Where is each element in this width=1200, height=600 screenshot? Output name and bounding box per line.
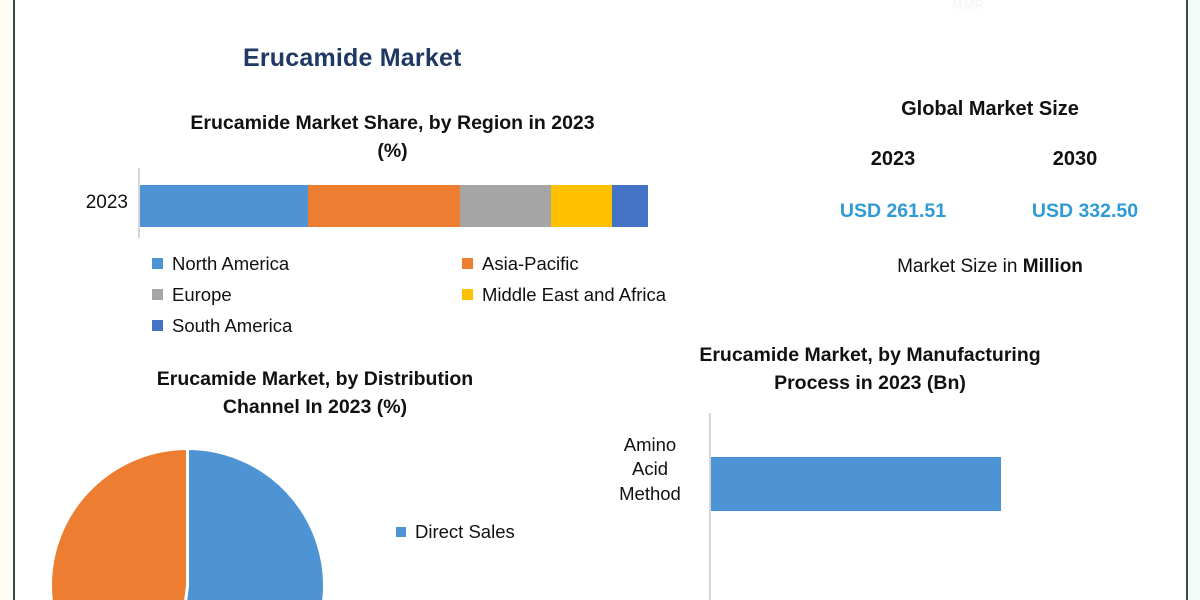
legend-label: Asia-Pacific	[482, 252, 579, 274]
unit-emphasis: Million	[1022, 256, 1083, 277]
legend-label: South America	[172, 314, 293, 336]
distribution-channel-title-line2: Channel In 2023 (%)	[222, 395, 408, 418]
category-line-2: Acid	[632, 458, 668, 480]
global-market-size-year-start: 2023	[870, 148, 916, 170]
legend-label: Middle East and Africa	[482, 283, 667, 305]
frame-tint-left	[0, 0, 13, 600]
global-market-size-title: Global Market Size	[901, 98, 1079, 120]
region-share-segment	[307, 185, 461, 227]
legend-item[interactable]: North America	[152, 253, 462, 275]
category-line-1: Amino	[623, 434, 677, 455]
legend-swatch-icon	[462, 258, 473, 269]
legend-item[interactable]: Middle East and Africa	[462, 284, 666, 306]
frame-border-left	[13, 0, 15, 600]
legend-swatch-icon	[396, 527, 406, 537]
global-market-size-value-start: USD 261.51	[839, 200, 947, 222]
region-share-chart-title: Erucamide Market Share, by Region in 202…	[120, 110, 665, 165]
region-share-segment	[140, 185, 308, 227]
region-share-plot-area	[138, 168, 648, 238]
region-share-title-line2: (%)	[377, 139, 408, 162]
frame-tint-right	[1188, 0, 1200, 600]
pie-svg	[49, 447, 326, 600]
global-market-size-year-end: 2030	[1052, 148, 1098, 170]
legend-label: Europe	[172, 283, 232, 305]
manufacturing-process-title-line1: Erucamide Market, by Manufacturing	[699, 344, 1041, 366]
manufacturing-process-title-line2: Process in 2023 (Bn)	[774, 371, 966, 394]
legend-item[interactable]: Direct Sales	[396, 493, 606, 571]
distribution-channel-chart-title: Erucamide Market, by Distribution Channe…	[60, 366, 570, 421]
legend-label: Direct Sales	[415, 521, 515, 542]
manufacturing-process-bar	[711, 457, 1001, 511]
watermark: MMR	[952, 0, 985, 12]
legend-label: North America	[172, 252, 290, 274]
category-line-3: Method	[619, 482, 681, 504]
unit-prefix: Market Size in	[897, 256, 1023, 277]
legend-row: South America	[152, 310, 692, 341]
legend-item[interactable]: South America	[152, 315, 462, 337]
legend-row: North America Asia-Pacific	[152, 248, 692, 279]
frame-border-right	[1186, 0, 1188, 600]
manufacturing-process-value-axis	[709, 413, 711, 600]
legend-item[interactable]: Indirect Sales	[396, 571, 606, 600]
region-share-segment	[460, 185, 552, 227]
manufacturing-process-plot-area	[709, 413, 1009, 600]
region-share-value-axis	[138, 168, 140, 238]
global-market-size-value-end: USD 332.50	[1031, 200, 1139, 222]
region-share-segment	[551, 185, 613, 227]
legend-row: Europe Middle East and Africa	[152, 279, 692, 310]
legend-swatch-icon	[152, 258, 163, 269]
pie-slice	[49, 447, 189, 600]
legend-swatch-icon	[152, 289, 163, 300]
distribution-channel-legend: Direct Sales Indirect Sales	[396, 493, 606, 600]
region-share-legend: North America Asia-Pacific Europe Middle Ea…	[152, 248, 692, 341]
legend-item[interactable]: Asia-Pacific	[462, 253, 579, 275]
legend-swatch-icon	[462, 289, 473, 300]
distribution-channel-pie	[49, 447, 326, 600]
region-share-segment	[612, 185, 648, 227]
region-share-stacked-bar	[140, 185, 648, 227]
pie-slice	[184, 447, 326, 600]
page-title: Erucamide Market	[243, 44, 462, 72]
manufacturing-process-chart-title: Erucamide Market, by Manufacturing Proce…	[620, 342, 1120, 397]
global-market-size-unit: Market Size in Million	[820, 256, 1160, 278]
manufacturing-process-category-label: Amino Acid Method	[600, 433, 700, 506]
distribution-channel-title-line1: Erucamide Market, by Distribution	[156, 368, 474, 390]
region-share-title-line1: Erucamide Market Share, by Region in 202…	[190, 112, 595, 134]
legend-swatch-icon	[152, 320, 163, 331]
region-share-category-label: 2023	[85, 192, 128, 213]
legend-item[interactable]: Europe	[152, 284, 462, 306]
